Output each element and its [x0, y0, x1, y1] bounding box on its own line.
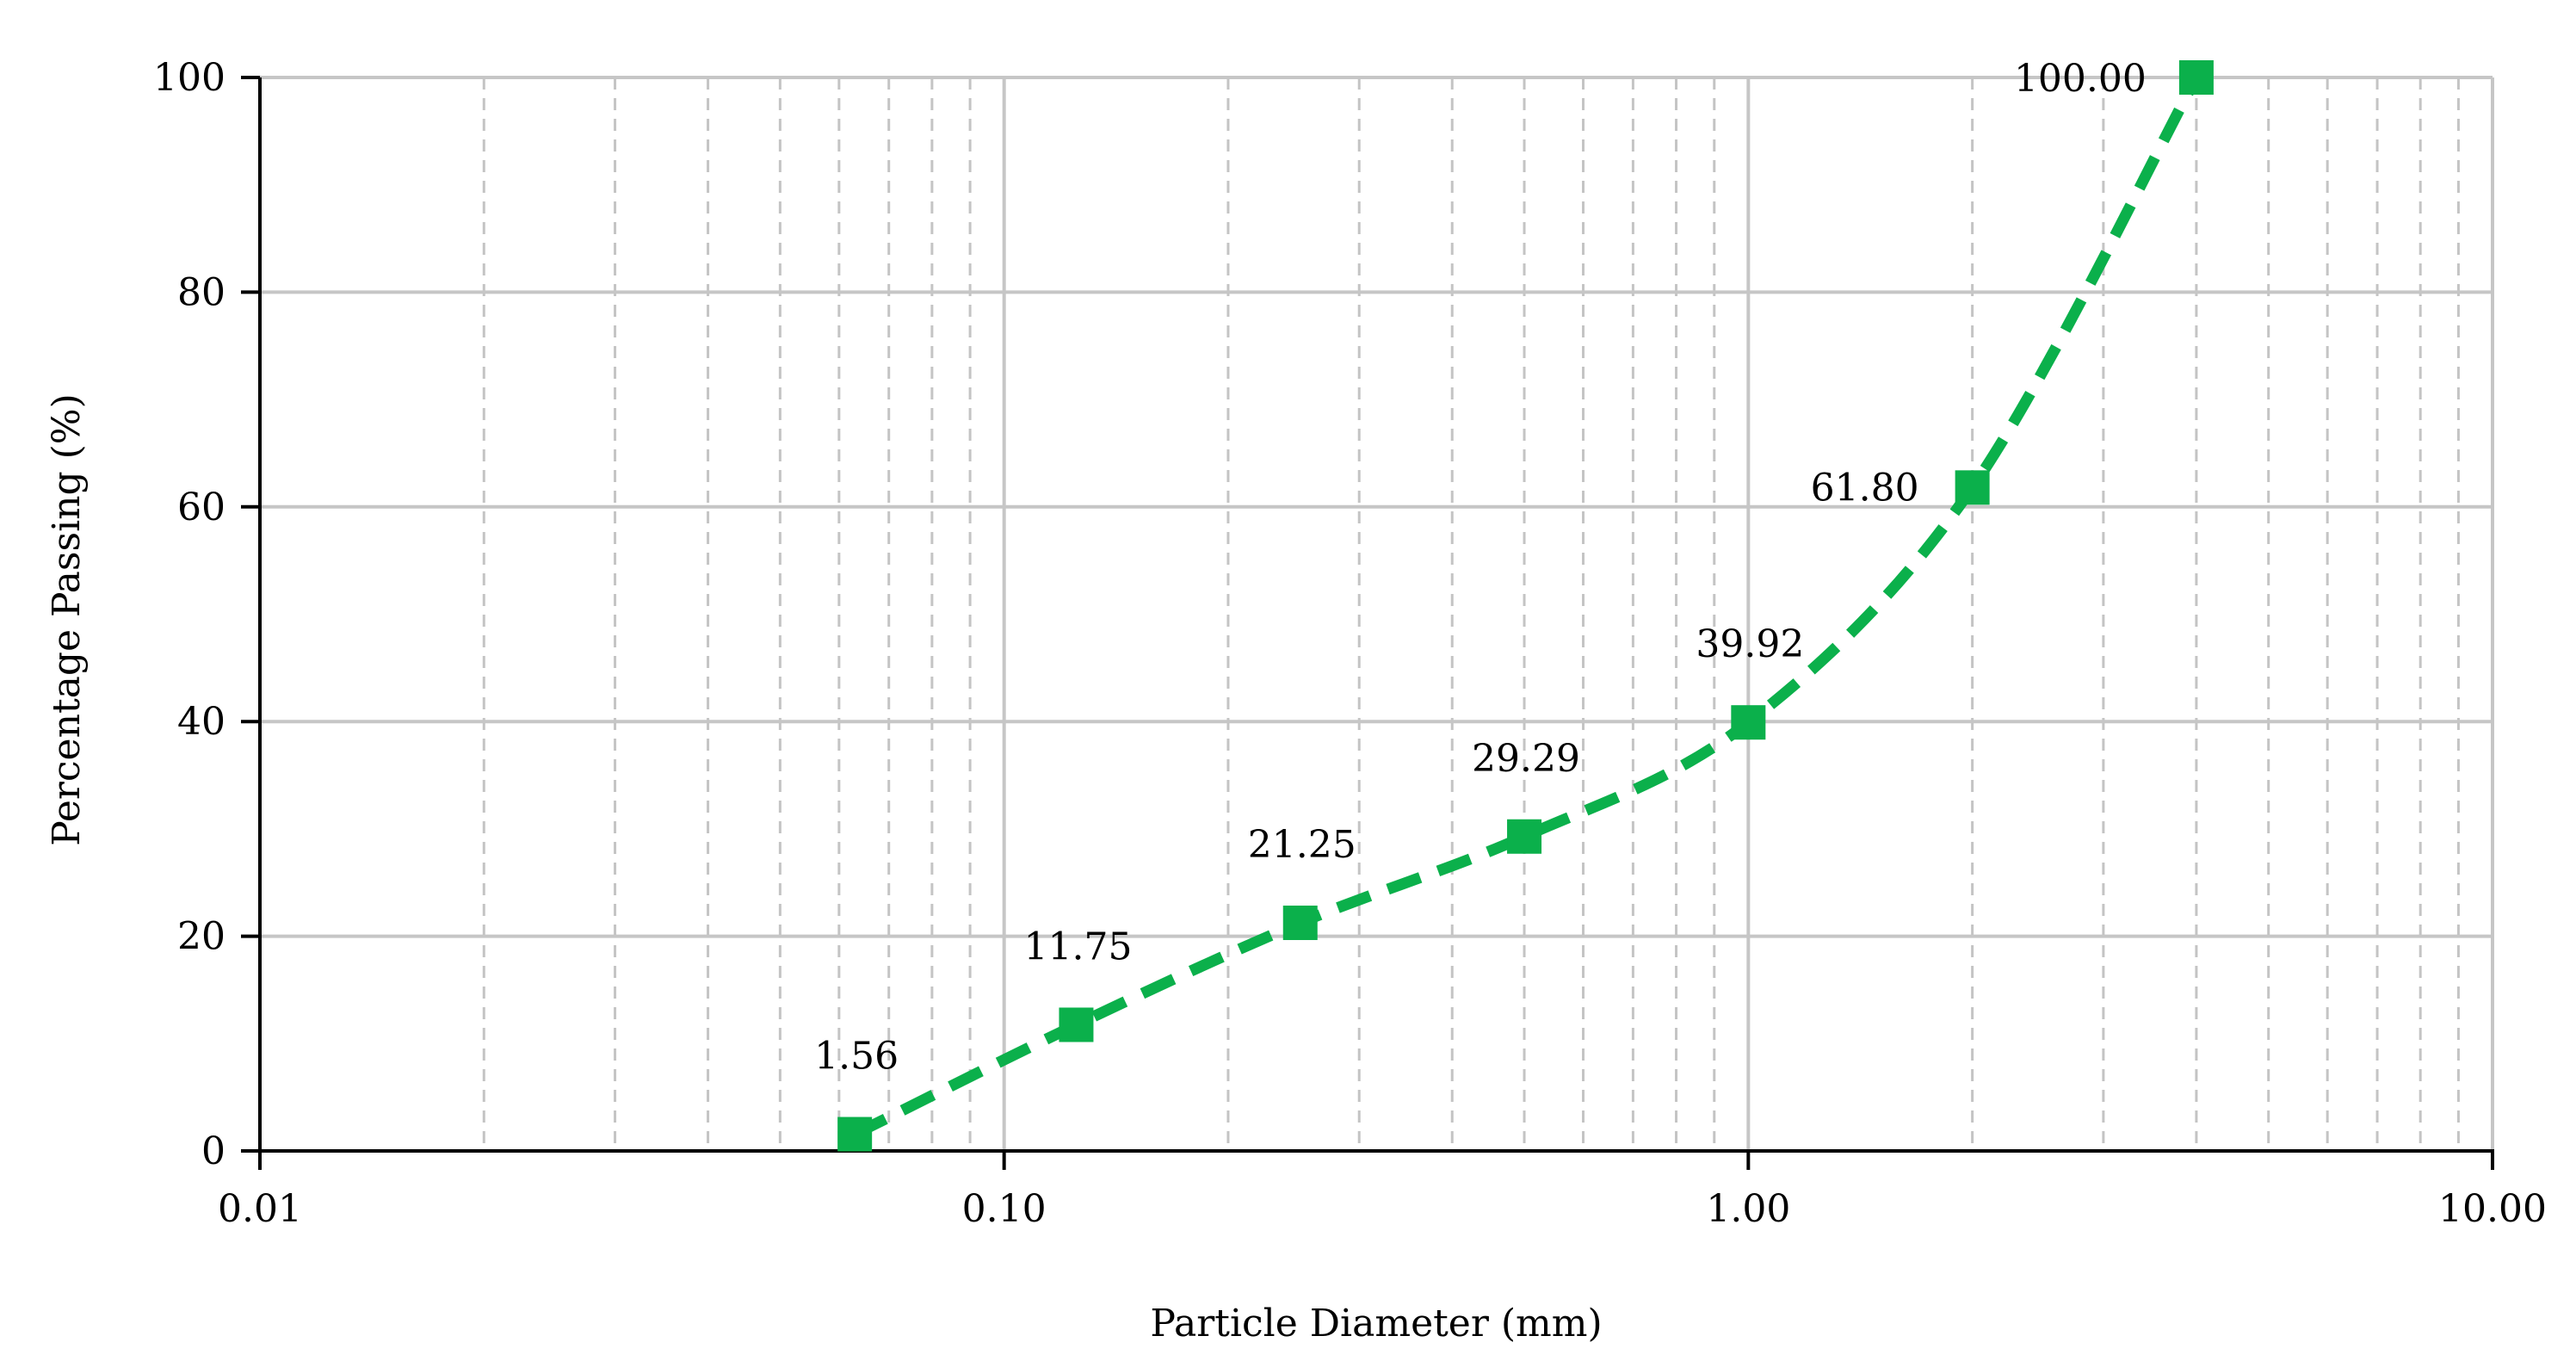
x-tick-label: 10.00 [2438, 1187, 2547, 1231]
series-layer [837, 60, 2214, 1152]
data-label: 100.00 [2014, 57, 2147, 101]
data-point [1507, 819, 1542, 854]
data-label: 29.29 [1472, 737, 1580, 781]
axes: 0 20 40 60 80 100 0.01 0.10 1.00 10.00 [153, 56, 2547, 1231]
major-gridlines [258, 76, 2494, 1153]
data-label: 11.75 [1023, 925, 1132, 968]
y-axis-title: Percentage Passing (%) [45, 393, 89, 846]
data-point [1731, 705, 1766, 740]
minor-gridlines [482, 77, 2460, 1151]
data-point [1282, 906, 1318, 941]
data-point [837, 1116, 873, 1152]
y-tick-label: 60 [177, 486, 225, 529]
data-point [1059, 1007, 1094, 1042]
x-tick-label: 0.01 [218, 1187, 302, 1231]
x-axis-title: Particle Diameter (mm) [1150, 1302, 1602, 1345]
y-tick-label: 20 [177, 915, 225, 959]
x-tick-label: 0.10 [962, 1187, 1047, 1231]
data-label: 1.56 [814, 1035, 899, 1079]
data-label: 39.92 [1696, 622, 1804, 666]
y-tick-label: 40 [177, 700, 225, 744]
y-tick-label: 0 [201, 1129, 225, 1173]
data-point [2178, 60, 2214, 95]
y-tick-label: 100 [153, 56, 225, 100]
labels-layer: 1.56 11.75 21.25 29.29 39.92 61.80 100.00 [814, 57, 2147, 1079]
data-label: 61.80 [1811, 466, 1919, 510]
y-tick-label: 80 [177, 270, 225, 314]
x-tick-label: 1.00 [1706, 1187, 1790, 1231]
data-label: 21.25 [1248, 823, 1356, 867]
data-point [1955, 470, 1990, 505]
series-line [852, 74, 2202, 1140]
